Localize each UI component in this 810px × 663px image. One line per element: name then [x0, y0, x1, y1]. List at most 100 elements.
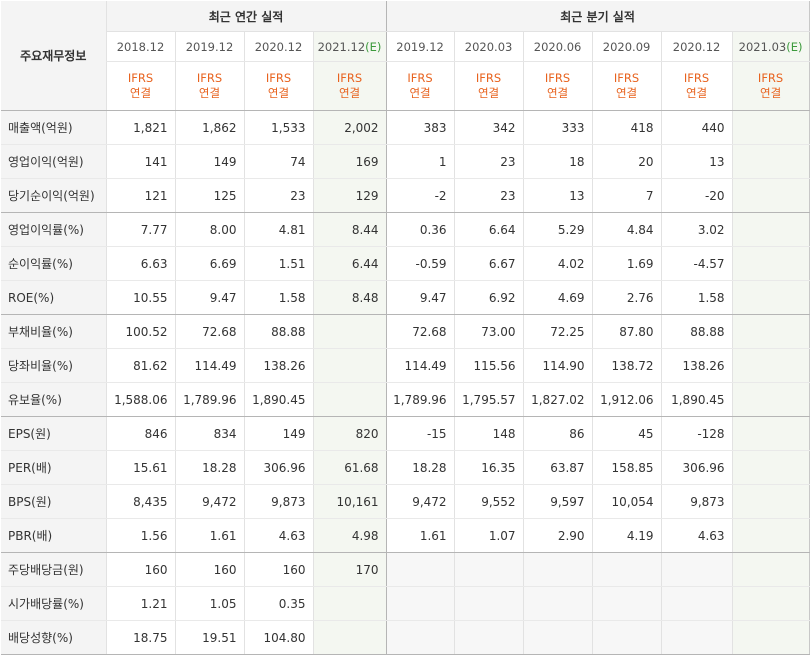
quarterly-value-cell: 13: [660, 144, 733, 179]
row-label[interactable]: 유보율(%): [1, 382, 106, 417]
row-label[interactable]: ROE(%): [1, 280, 106, 315]
annual-value-cell: 306.96: [243, 450, 313, 485]
row-label[interactable]: 주당배당금(원): [1, 552, 106, 587]
row-label[interactable]: BPS(원): [1, 484, 106, 519]
annual-value-cell: 160: [105, 552, 175, 587]
quarterly-value-cell: [731, 110, 810, 145]
ifrs-text: IFRS: [407, 71, 433, 85]
quarterly-value-cell: -4.57: [660, 246, 733, 281]
consolidated-text: 연결: [338, 86, 361, 100]
annual-value-cell: 8.44: [312, 212, 387, 247]
period-header: 2020.03: [453, 31, 524, 62]
table-row: 영업이익(억원) 141 149 74 169 1 23 18 20 13: [1, 144, 810, 179]
quarterly-value-cell: [731, 144, 810, 179]
table-row: 순이익률(%) 6.63 6.69 1.51 6.44 -0.59 6.67 4.02 1.69…: [1, 246, 810, 281]
ifrs-text: IFRS: [265, 71, 292, 85]
quarterly-value-cell: -128: [660, 416, 733, 451]
quarterly-value-cell: 2.76: [591, 280, 662, 315]
row-label[interactable]: EPS(원): [1, 416, 106, 451]
ifrs-basis-label[interactable]: IFRS 연결: [174, 61, 244, 111]
quarterly-value-cell: [660, 586, 733, 621]
quarterly-value-cell: 138.72: [591, 348, 662, 383]
quarterly-value-cell: 1,789.96: [385, 382, 455, 417]
row-label[interactable]: 영업이익(억원): [1, 144, 106, 179]
quarterly-value-cell: [731, 552, 810, 587]
quarterly-value-cell: 4.63: [660, 518, 733, 553]
annual-value-cell: 4.81: [243, 212, 313, 247]
annual-value-cell: 1,890.45: [243, 382, 313, 417]
row-label[interactable]: PBR(배): [1, 518, 106, 553]
consolidated-text: 연결: [477, 86, 500, 100]
row-label[interactable]: 당좌비율(%): [1, 348, 106, 383]
annual-value-cell: 1.21: [105, 586, 175, 621]
table-row: 영업이익률(%) 7.77 8.00 4.81 8.44 0.36 6.64 5.29 4.84…: [1, 212, 810, 247]
annual-value-cell: 9,873: [243, 484, 313, 519]
quarterly-value-cell: [731, 314, 810, 349]
row-label[interactable]: 매출액(억원): [1, 110, 106, 145]
row-label[interactable]: 배당성향(%): [1, 620, 106, 655]
quarterly-value-cell: [522, 586, 593, 621]
annual-value-cell: 2,002: [312, 110, 387, 145]
annual-value-cell: 74: [243, 144, 313, 179]
ifrs-basis-label[interactable]: IFRS 연결: [312, 61, 387, 111]
annual-value-cell: [312, 586, 387, 621]
annual-value-cell: 1.61: [174, 518, 244, 553]
ifrs-basis-label[interactable]: IFRS 연결: [243, 61, 313, 111]
ifrs-basis-label[interactable]: IFRS 연결: [522, 61, 593, 111]
ifrs-basis-label[interactable]: IFRS 연결: [660, 61, 733, 111]
period-header: 2019.12: [385, 31, 455, 62]
ifrs-basis-label[interactable]: IFRS 연결: [453, 61, 524, 111]
quarterly-value-cell: 9,873: [660, 484, 733, 519]
period-header: 2020.12: [660, 31, 733, 62]
annual-value-cell: 1,821: [105, 110, 175, 145]
table-row: 당기순이익(억원) 121 125 23 129 -2 23 13 7 -20: [1, 178, 810, 213]
table-row: 부채비율(%) 100.52 72.68 88.88 72.68 73.00 72.25 87…: [1, 314, 810, 349]
quarterly-value-cell: 115.56: [453, 348, 524, 383]
period-header: 2020.06: [522, 31, 593, 62]
quarterly-value-cell: 1: [385, 144, 455, 179]
period-header: 2021.03(E): [731, 31, 810, 62]
row-label[interactable]: 부채비율(%): [1, 314, 106, 349]
row-label[interactable]: 당기순이익(억원): [1, 178, 106, 213]
quarterly-value-cell: -0.59: [385, 246, 455, 281]
quarterly-value-cell: 1.58: [660, 280, 733, 315]
quarterly-value-cell: [731, 280, 810, 315]
quarterly-value-cell: 7: [591, 178, 662, 213]
row-label[interactable]: 시가배당률(%): [1, 586, 106, 621]
ifrs-header-row: IFRS 연결 IFRS 연결 IFRS 연결 IFRS 연결 IFRS 연결 IFRS 연결 IFRS…: [1, 61, 810, 111]
ifrs-basis-label[interactable]: IFRS 연결: [731, 61, 810, 111]
quarterly-value-cell: 333: [522, 110, 593, 145]
table-row: 시가배당률(%) 1.21 1.05 0.35: [1, 586, 810, 621]
ifrs-basis-label[interactable]: IFRS 연결: [105, 61, 175, 111]
quarterly-value-cell: 1,890.45: [660, 382, 733, 417]
annual-value-cell: 10,161: [312, 484, 387, 519]
annual-value-cell: [312, 348, 387, 383]
annual-value-cell: 125: [174, 178, 244, 213]
ifrs-basis-label[interactable]: IFRS 연결: [591, 61, 662, 111]
quarterly-value-cell: 114.49: [385, 348, 455, 383]
row-label[interactable]: 순이익률(%): [1, 246, 106, 281]
quarterly-value-cell: [591, 586, 662, 621]
row-label[interactable]: PER(배): [1, 450, 106, 485]
annual-value-cell: 15.61: [105, 450, 175, 485]
row-label[interactable]: 영업이익률(%): [1, 212, 106, 247]
quarterly-value-cell: 18.28: [385, 450, 455, 485]
annual-value-cell: 6.63: [105, 246, 175, 281]
annual-value-cell: 1,533: [243, 110, 313, 145]
annual-value-cell: 121: [105, 178, 175, 213]
annual-value-cell: 0.35: [243, 586, 313, 621]
quarterly-value-cell: 440: [660, 110, 733, 145]
consolidated-text: 연결: [759, 86, 782, 100]
annual-value-cell: 7.77: [105, 212, 175, 247]
quarterly-value-cell: 1,827.02: [522, 382, 593, 417]
quarterly-value-cell: -20: [660, 178, 733, 213]
annual-value-cell: [312, 382, 387, 417]
ifrs-text: IFRS: [336, 71, 363, 85]
quarterly-value-cell: 73.00: [453, 314, 524, 349]
quarterly-value-cell: 383: [385, 110, 455, 145]
ifrs-basis-label[interactable]: IFRS 연결: [385, 61, 455, 111]
quarterly-value-cell: 342: [453, 110, 524, 145]
table-row: 배당성향(%) 18.75 19.51 104.80: [1, 620, 810, 655]
quarterly-value-cell: 1,795.57: [453, 382, 524, 417]
